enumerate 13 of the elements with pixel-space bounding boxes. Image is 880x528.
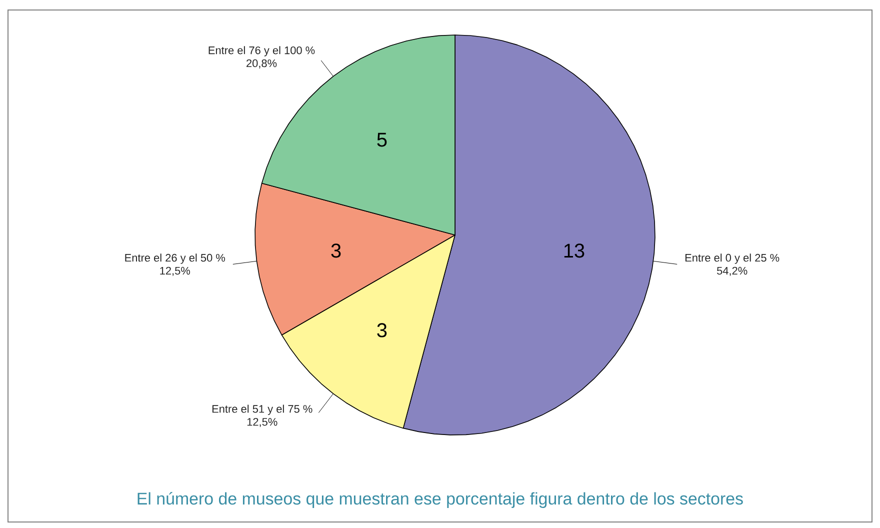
text: 54,2% [716,266,748,276]
slice-label: Entre el 76 y el 100 % [208,46,315,56]
data-label: 5 [377,132,387,147]
slice-label: Entre el 51 y el 75 % [212,404,312,415]
data-label: 13 [564,244,584,258]
data-label: 3 [331,244,341,258]
slice-label: Entre el 26 y el 50 % [125,254,225,264]
text: 12,5% [160,266,190,276]
text: 20,8% [246,59,277,68]
text: El número de museos que muestran ese porcentaje figura dentro de los sectores [138,492,743,508]
data-label: 3 [377,323,387,338]
text: 12,5% [247,418,278,428]
slice-label: Entre el 0 y el 25 % [685,254,780,264]
